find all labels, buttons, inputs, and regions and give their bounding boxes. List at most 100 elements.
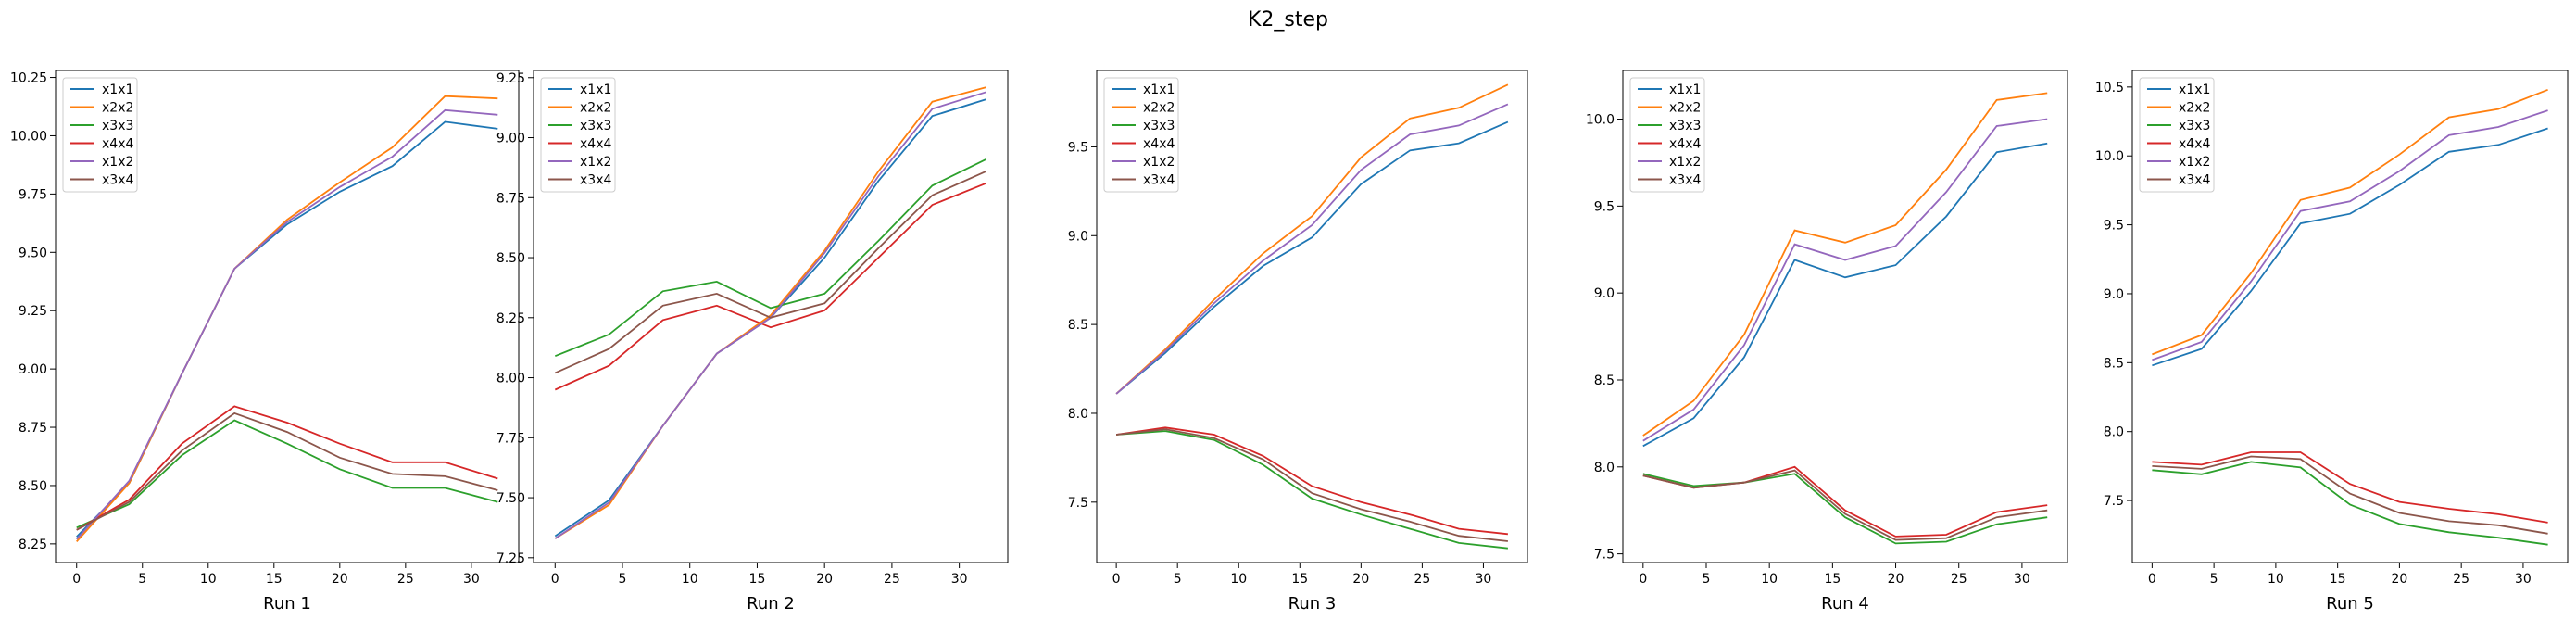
series-line-x3x4: [76, 411, 498, 531]
legend-label-x1x2: x1x2: [102, 155, 133, 170]
y-tick-label: 9.25: [496, 71, 525, 86]
y-tick-label: 9.00: [19, 362, 47, 377]
y-tick-label: 7.25: [496, 551, 525, 566]
x-tick-label: 20: [2391, 572, 2407, 587]
series-line-x3x4: [554, 170, 987, 374]
y-tick-label: 8.75: [19, 421, 47, 436]
legend-label-x3x4: x3x4: [580, 173, 611, 188]
legend-label-x2x2: x2x2: [1669, 101, 1701, 116]
legend-label-x3x4: x3x4: [102, 173, 133, 188]
legend-label-x2x2: x2x2: [1143, 101, 1175, 116]
legend: x1x1 x2x2 x3x3 x4x4 x1x2 x3x4: [1103, 77, 1179, 193]
series-line-x3x4: [1642, 469, 2048, 541]
x-tick-label: 25: [2453, 572, 2469, 587]
y-tick-label: 9.5: [2104, 219, 2124, 234]
y-tick-label: 8.0: [2104, 425, 2124, 440]
y-tick-label: 9.75: [19, 187, 47, 202]
x-axis-label: Run 5: [2326, 594, 2374, 614]
legend-label-x1x1: x1x1: [1143, 82, 1175, 97]
series-line-x3x4: [1116, 428, 1508, 542]
y-tick-label: 7.75: [496, 431, 525, 446]
series-line-x1x2: [1642, 118, 2048, 442]
y-tick-label: 9.0: [1594, 286, 1615, 301]
y-tick-label: 8.5: [1594, 373, 1615, 388]
y-tick-label: 8.50: [19, 479, 47, 494]
legend-label-x2x2: x2x2: [102, 101, 133, 116]
y-tick-label: 10.5: [2095, 81, 2124, 95]
series-line-x3x4: [2152, 455, 2548, 535]
axes-frame: [55, 70, 520, 563]
x-axis-label: Run 4: [1821, 594, 1869, 614]
y-tick-label: 8.0: [1068, 407, 1088, 422]
x-tick-label: 15: [749, 572, 766, 587]
figure-title: K2_step: [1248, 8, 1328, 32]
legend-label-x3x4: x3x4: [1143, 173, 1175, 188]
legend-label-x1x1: x1x1: [102, 82, 133, 97]
series-line-x2x2: [1642, 92, 2048, 437]
series-line-x1x1: [1642, 142, 2048, 448]
y-tick-label: 7.5: [1594, 548, 1615, 563]
x-tick-label: 30: [951, 572, 968, 587]
series-line-x2x2: [554, 86, 986, 539]
y-tick-label: 8.75: [496, 191, 525, 206]
y-tick-label: 9.5: [1068, 140, 1088, 155]
x-tick-label: 20: [1888, 572, 1904, 587]
legend-label-x4x4: x4x4: [102, 137, 133, 152]
legend: x1x1 x2x2 x3x3 x4x4 x1x2 x3x4: [62, 77, 138, 193]
x-tick-label: 15: [2330, 572, 2346, 587]
x-tick-label: 25: [1951, 572, 1967, 587]
y-tick-label: 7.5: [1068, 496, 1088, 511]
subplot-4: 0 5 10 15 20 25 30 7.5 8.0 8.5 9.0 9.5 10.0 Run 4 x1x1…: [1586, 70, 2068, 614]
series-line-x3x3: [554, 158, 987, 358]
x-tick-label: 10: [2268, 572, 2284, 587]
series-line-x2x2: [1115, 83, 1509, 395]
x-tick-label: 5: [619, 572, 627, 587]
subplot-5: 0 5 10 15 20 25 30 7.5 8.0 8.5 9.0 9.5 10.0 10.5 Run 5…: [2095, 70, 2569, 614]
axes-frame: [533, 70, 1009, 563]
y-tick-label: 8.50: [496, 251, 525, 266]
x-axis-label: Run 3: [1288, 594, 1337, 614]
x-tick-label: 10: [682, 572, 698, 587]
series-line-x1x2: [76, 108, 498, 540]
series-line-x1x1: [1115, 120, 1509, 395]
x-tick-label: 30: [2014, 572, 2030, 587]
x-tick-label: 10: [200, 572, 217, 587]
axes-frame: [1096, 70, 1528, 563]
legend-label-x4x4: x4x4: [580, 137, 611, 152]
legend-label-x1x1: x1x1: [1669, 82, 1701, 97]
x-tick-label: 0: [2148, 572, 2156, 587]
legend-label-x1x2: x1x2: [1143, 155, 1175, 170]
series-line-x3x3: [76, 419, 498, 529]
x-tick-label: 30: [1476, 572, 1492, 587]
legend-label-x2x2: x2x2: [2179, 101, 2210, 116]
series-line-x2x2: [76, 95, 498, 543]
x-tick-label: 20: [816, 572, 833, 587]
legend-label-x4x4: x4x4: [2179, 137, 2210, 152]
y-tick-label: 9.50: [19, 246, 47, 260]
legend-label-x3x4: x3x4: [2179, 173, 2210, 188]
legend-label-x1x1: x1x1: [580, 82, 611, 97]
x-tick-label: 5: [1703, 572, 1711, 587]
y-tick-label: 8.5: [2104, 356, 2124, 371]
legend-label-x1x2: x1x2: [580, 155, 611, 170]
x-tick-label: 5: [1174, 572, 1182, 587]
series-line-x3x3: [1116, 430, 1508, 550]
legend: x1x1 x2x2 x3x3 x4x4 x1x2 x3x4: [1629, 77, 1705, 193]
legend-label-x4x4: x4x4: [1143, 137, 1175, 152]
y-tick-label: 9.00: [496, 132, 525, 146]
y-tick-label: 10.0: [1586, 113, 1615, 128]
x-tick-label: 5: [2210, 572, 2218, 587]
x-axis-label: Run 1: [263, 594, 311, 614]
y-tick-label: 8.5: [1068, 318, 1088, 333]
y-tick-label: 10.25: [10, 71, 47, 86]
x-tick-label: 5: [138, 572, 146, 587]
legend-label-x2x2: x2x2: [580, 101, 611, 116]
x-tick-label: 0: [551, 572, 559, 587]
legend: x1x1 x2x2 x3x3 x4x4 x1x2 x3x4: [2139, 77, 2215, 193]
legend: x1x1 x2x2 x3x3 x4x4 x1x2 x3x4: [540, 77, 616, 193]
x-tick-label: 15: [1291, 572, 1308, 587]
y-tick-label: 8.00: [496, 372, 525, 386]
subplot-1: 0 5 10 15 20 25 30 8.25 8.50 8.75 9.00 9.25 9.50 9.75…: [10, 70, 520, 614]
x-tick-label: 15: [1824, 572, 1841, 587]
y-tick-label: 9.5: [1594, 199, 1615, 214]
